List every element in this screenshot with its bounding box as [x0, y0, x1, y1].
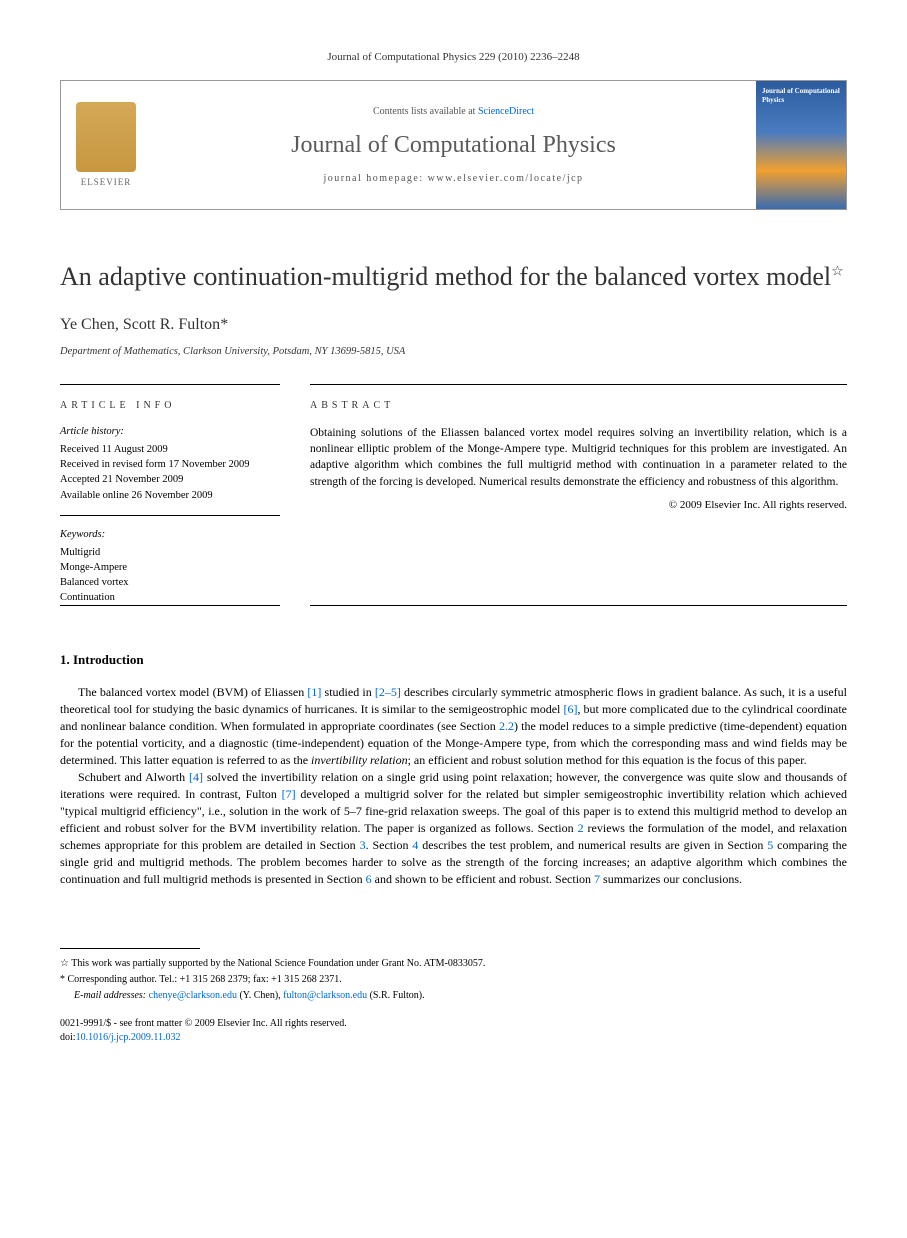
abstract-header: ABSTRACT	[310, 399, 847, 413]
keywords-label: Keywords:	[60, 528, 280, 543]
keyword-4: Continuation	[60, 590, 280, 605]
keyword-1: Multigrid	[60, 545, 280, 560]
contents-prefix: Contents lists available at	[373, 106, 478, 117]
online-date: Available online 26 November 2009	[60, 488, 280, 503]
revised-date: Received in revised form 17 November 200…	[60, 457, 280, 472]
abstract-copyright: © 2009 Elsevier Inc. All rights reserved…	[310, 498, 847, 513]
info-abstract-bottom-divider	[60, 605, 847, 606]
funding-footnote: ☆ This work was partially supported by t…	[60, 957, 847, 971]
funding-marker: ☆	[60, 958, 69, 969]
corr-marker: *	[60, 974, 65, 985]
elsevier-label: ELSEVIER	[81, 176, 132, 189]
p2-text-i: summarizes our conclusions.	[600, 872, 742, 886]
article-info-header: ARTICLE INFO	[60, 399, 280, 413]
p1-text-a: The balanced vortex model (BVM) of Elias…	[78, 685, 307, 699]
p1-text-b: studied in	[321, 685, 374, 699]
homepage-url: www.elsevier.com/locate/jcp	[428, 173, 584, 184]
corr-text: Corresponding author. Tel.: +1 315 268 2…	[68, 974, 342, 985]
doi-line: doi:10.1016/j.jcp.2009.11.032	[60, 1031, 847, 1045]
section-2-2-link[interactable]: 2.2	[499, 719, 514, 733]
invertibility-term: invertibility relation	[311, 753, 408, 767]
funding-text: This work was partially supported by the…	[71, 958, 485, 969]
sciencedirect-link[interactable]: ScienceDirect	[478, 106, 534, 117]
history-label: Article history:	[60, 425, 280, 440]
journal-name: Journal of Computational Physics	[291, 129, 616, 163]
ref-6-link[interactable]: [6]	[563, 702, 577, 716]
title-text: An adaptive continuation-multigrid metho…	[60, 262, 831, 291]
journal-cover-thumbnail: Journal of Computational Physics	[756, 81, 846, 209]
header-center: Contents lists available at ScienceDirec…	[151, 81, 756, 209]
homepage-prefix: journal homepage:	[323, 173, 427, 184]
article-info-column: ARTICLE INFO Article history: Received 1…	[60, 384, 280, 605]
email-footnote: E-mail addresses: chenye@clarkson.edu (Y…	[60, 989, 847, 1003]
info-bottom-line	[60, 605, 280, 606]
keyword-2: Monge-Ampere	[60, 560, 280, 575]
ref-7-link[interactable]: [7]	[282, 787, 296, 801]
journal-header-box: ELSEVIER Contents lists available at Sci…	[60, 80, 847, 210]
author-names: Ye Chen, Scott R. Fulton	[60, 316, 220, 333]
p2-text-a: Schubert and Alworth	[78, 770, 189, 784]
affiliation: Department of Mathematics, Clarkson Univ…	[60, 345, 847, 360]
elsevier-logo: ELSEVIER	[61, 81, 151, 209]
keyword-3: Balanced vortex	[60, 575, 280, 590]
doi-link[interactable]: 10.1016/j.jcp.2009.11.032	[76, 1032, 181, 1043]
p2-text-h: and shown to be efficient and robust. Se…	[372, 872, 594, 886]
abstract-text: Obtaining solutions of the Eliassen bala…	[310, 425, 847, 489]
article-title: An adaptive continuation-multigrid metho…	[60, 260, 847, 294]
email-label: E-mail addresses:	[74, 990, 146, 1001]
footnote-divider	[60, 948, 200, 949]
ref-2-5-link[interactable]: [2–5]	[375, 685, 401, 699]
intro-paragraph-2: Schubert and Alworth [4] solved the inve…	[60, 769, 847, 888]
email-1-link[interactable]: chenye@clarkson.edu	[149, 990, 237, 1001]
cover-title: Journal of Computational Physics	[756, 81, 846, 110]
ref-4-link[interactable]: [4]	[189, 770, 203, 784]
received-date: Received 11 August 2009	[60, 442, 280, 457]
contents-line: Contents lists available at ScienceDirec…	[373, 105, 534, 119]
abstract-bottom-line	[310, 605, 847, 606]
homepage-line: journal homepage: www.elsevier.com/locat…	[323, 172, 583, 186]
p2-text-e: . Section	[366, 838, 413, 852]
email-1-name: (Y. Chen),	[237, 990, 283, 1001]
intro-paragraph-1: The balanced vortex model (BVM) of Elias…	[60, 684, 847, 769]
doi-label: doi:	[60, 1032, 76, 1043]
p2-text-f: describes the test problem, and numerica…	[418, 838, 767, 852]
section-1-title: 1. Introduction	[60, 651, 847, 669]
info-abstract-row: ARTICLE INFO Article history: Received 1…	[60, 384, 847, 605]
authors: Ye Chen, Scott R. Fulton*	[60, 314, 847, 336]
info-divider	[60, 515, 280, 516]
title-footnote-marker: ☆	[831, 265, 844, 280]
corresponding-marker: *	[220, 316, 228, 333]
abstract-column: ABSTRACT Obtaining solutions of the Elia…	[310, 384, 847, 605]
journal-reference: Journal of Computational Physics 229 (20…	[60, 50, 847, 65]
email-2-name: (S.R. Fulton).	[367, 990, 425, 1001]
ref-1-link[interactable]: [1]	[307, 685, 321, 699]
accepted-date: Accepted 21 November 2009	[60, 472, 280, 487]
p1-text-f: ; an efficient and robust solution metho…	[408, 753, 807, 767]
elsevier-tree-icon	[76, 102, 136, 172]
corresponding-footnote: * Corresponding author. Tel.: +1 315 268…	[60, 973, 847, 987]
email-2-link[interactable]: fulton@clarkson.edu	[283, 990, 367, 1001]
issn-copyright: 0021-9991/$ - see front matter © 2009 El…	[60, 1017, 847, 1031]
